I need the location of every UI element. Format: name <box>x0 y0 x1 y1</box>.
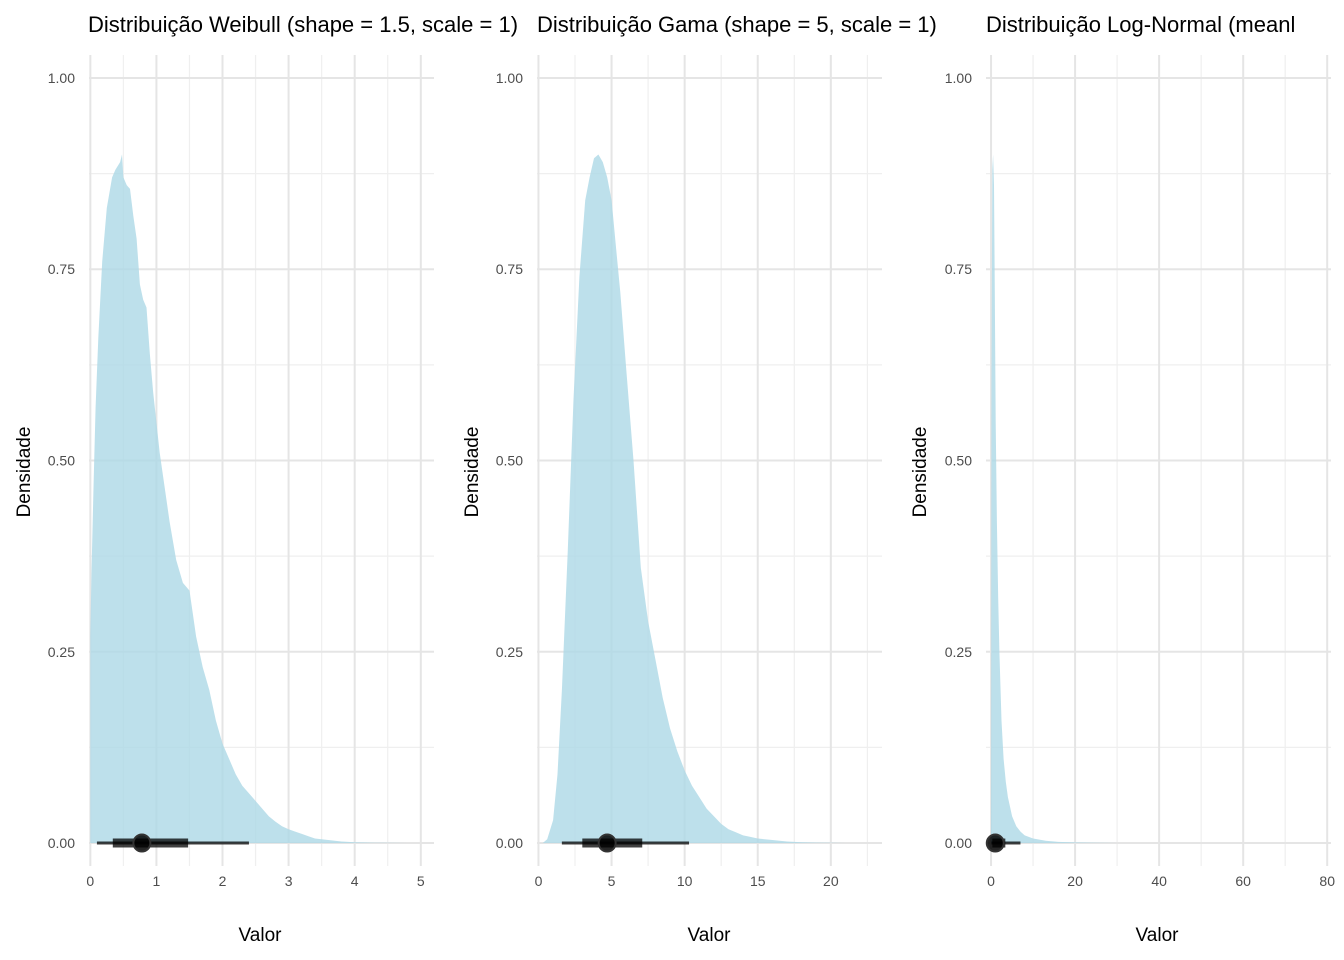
x-tick-label: 80 <box>1319 873 1335 889</box>
x-ticks-weibull: 0 1 2 3 4 5 <box>86 873 424 889</box>
x-tick-label: 0 <box>86 873 94 889</box>
interval-gama <box>561 833 690 853</box>
panel-gama: 0.00 0.25 0.50 0.75 1.00 0 5 10 15 20 Valor Dens… <box>462 12 937 946</box>
y-tick-label: 0.75 <box>496 261 523 277</box>
y-ticks-weibull: 0.00 0.25 0.50 0.75 1.00 <box>48 70 75 851</box>
y-tick-label: 0.25 <box>945 644 972 660</box>
interval-lognormal <box>985 833 1021 853</box>
y-tick-label: 0.75 <box>48 261 75 277</box>
x-tick-label: 20 <box>1067 873 1083 889</box>
x-axis-label-gama: Valor <box>688 925 732 946</box>
x-tick-label: 2 <box>219 873 227 889</box>
y-tick-label: 0.25 <box>48 644 75 660</box>
y-axis-label-gama: Densidade <box>462 427 483 518</box>
x-ticks-lognormal: 0 20 40 60 80 <box>987 873 1335 889</box>
x-axis-label-lognormal: Valor <box>1136 925 1180 946</box>
y-tick-label: 0.50 <box>48 453 75 469</box>
y-tick-label: 1.00 <box>496 70 523 86</box>
panel-weibull: 0.00 0.25 0.50 0.75 1.00 0 1 2 3 4 5 Valor Densid… <box>14 12 518 946</box>
y-axis-label-lognormal: Densidade <box>910 427 931 518</box>
chart-title-lognormal: Distribuição Log-Normal (meanl <box>986 12 1295 37</box>
point-estimate-weibull <box>132 833 152 853</box>
y-axis-label-weibull: Densidade <box>14 427 35 518</box>
y-tick-label: 0.50 <box>945 453 972 469</box>
y-tick-label: 0.00 <box>945 835 972 851</box>
x-tick-label: 5 <box>417 873 425 889</box>
x-tick-label: 15 <box>750 873 766 889</box>
x-tick-label: 0 <box>535 873 543 889</box>
x-tick-label: 10 <box>677 873 693 889</box>
y-tick-label: 0.25 <box>496 644 523 660</box>
density-area-lognormal <box>991 154 1118 843</box>
chart-title-weibull: Distribuição Weibull (shape = 1.5, scale… <box>88 12 518 37</box>
y-tick-label: 1.00 <box>945 70 972 86</box>
y-tick-label: 0.50 <box>496 453 523 469</box>
x-axis-label-weibull: Valor <box>239 925 283 946</box>
density-area-gama <box>542 154 861 843</box>
x-tick-label: 1 <box>153 873 161 889</box>
y-tick-label: 1.00 <box>48 70 75 86</box>
y-ticks-lognormal: 0.00 0.25 0.50 0.75 1.00 <box>945 70 972 851</box>
panel-lognormal: 0.00 0.25 0.50 0.75 1.00 0 20 40 60 80 Valor Den… <box>910 12 1335 946</box>
x-tick-label: 40 <box>1151 873 1167 889</box>
x-tick-label: 0 <box>987 873 995 889</box>
chart-title-gama: Distribuição Gama (shape = 5, scale = 1) <box>537 12 937 37</box>
x-tick-label: 5 <box>608 873 616 889</box>
density-area-weibull <box>90 154 408 843</box>
x-ticks-gama: 0 5 10 15 20 <box>535 873 839 889</box>
point-estimate-gama <box>597 833 617 853</box>
y-ticks-gama: 0.00 0.25 0.50 0.75 1.00 <box>496 70 523 851</box>
x-tick-label: 4 <box>351 873 359 889</box>
point-estimate-lognormal <box>985 833 1005 853</box>
x-tick-label: 3 <box>285 873 293 889</box>
x-tick-label: 60 <box>1235 873 1251 889</box>
grid-lognormal <box>986 55 1331 866</box>
y-tick-label: 0.00 <box>496 835 523 851</box>
interval-weibull <box>96 833 249 853</box>
y-tick-label: 0.00 <box>48 835 75 851</box>
x-tick-label: 20 <box>823 873 839 889</box>
y-tick-label: 0.75 <box>945 261 972 277</box>
